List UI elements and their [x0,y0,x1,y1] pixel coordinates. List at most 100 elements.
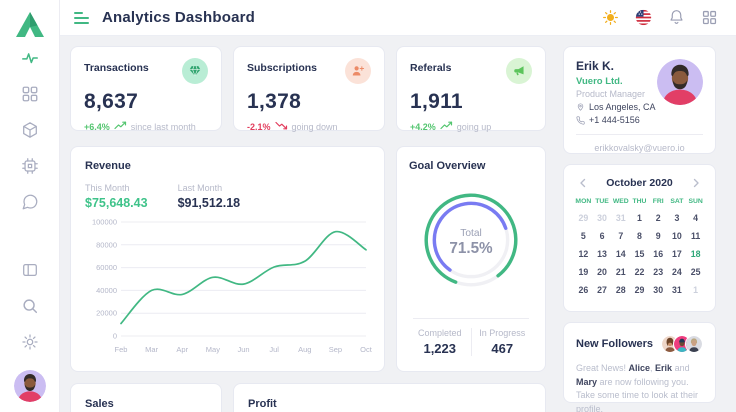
search-icon [21,297,39,320]
calendar-day[interactable]: 28 [615,285,626,295]
calendar-day[interactable]: 26 [578,285,589,295]
calendar-day-selected[interactable]: 18 [690,249,701,259]
vuero-logo[interactable] [13,8,47,42]
follower-avatar-stack [661,335,703,353]
layout-icon [21,261,39,284]
revenue-card: Revenue This Month $75,648.43 Last Month… [70,146,385,372]
x-tick-label: Mar [145,345,158,354]
us-flag-icon[interactable] [634,9,652,27]
this-month-label: This Month [85,183,130,193]
sidebar-item-activity[interactable] [12,42,48,78]
sidebar-item-settings[interactable] [12,326,48,362]
profile-avatar[interactable] [657,59,703,105]
calendar-day[interactable]: 31 [672,285,682,295]
bell-icon[interactable] [667,9,685,27]
calendar-day[interactable]: 24 [672,267,682,277]
y-tick-label: 100000 [92,218,117,227]
calendar-day[interactable]: 16 [653,249,664,259]
calendar-day[interactable]: 5 [580,231,586,241]
profile-company[interactable]: Vuero Ltd. [576,76,623,87]
stat-delta: +4.2% [410,121,436,132]
calendar-day[interactable]: 4 [693,213,699,223]
x-tick-label: Feb [115,345,128,354]
completed-value: 1,223 [423,341,457,356]
calendar-weekday: MON [575,198,592,205]
follower-name: Mary [576,376,598,387]
top-header: Analytics Dashboard [60,0,736,36]
new-followers-card: New Followers Great News! Alice, Erik an… [563,322,716,412]
last-month-value: $91,512.18 [177,196,241,210]
calendar-day[interactable]: 10 [672,231,682,241]
calendar-day[interactable]: 17 [672,249,682,259]
calendar-weekday: FRI [652,198,664,205]
chevron-left-icon[interactable] [576,176,590,190]
profile-phone: +1 444-5156 [589,115,640,125]
gauge-arc-completed [424,193,518,287]
calendar-day[interactable]: 1 [693,285,699,295]
calendar-day[interactable]: 7 [618,231,624,241]
follower-name: Erik [655,363,673,373]
calendar-day[interactable]: 21 [615,267,626,277]
stat-note: since last month [130,121,196,132]
calendar-day[interactable]: 1 [637,213,642,223]
profit-title: Profit [248,398,277,410]
calendar-day[interactable]: 8 [637,231,642,241]
calendar-day[interactable]: 31 [615,213,626,223]
stat-label: Subscriptions [247,62,318,74]
sidebar-item-panels[interactable] [12,254,48,290]
subscriptions-card: Subscriptions 1,378 -2.1% going down [233,46,385,132]
stat-label: Transactions [84,62,149,74]
calendar-day[interactable]: 30 [597,213,607,223]
profile-email[interactable]: erikkovalsky@vuero.io [594,143,685,153]
sidebar-item-elements[interactable] [12,150,48,186]
x-tick-label: Oct [360,345,372,354]
calendar-day[interactable]: 23 [653,267,664,277]
calendar-day[interactable]: 9 [655,231,661,241]
page-title: Analytics Dashboard [102,9,256,26]
x-tick-label: Sep [329,345,342,354]
calendar-day[interactable]: 20 [597,267,607,277]
calendar-day[interactable]: 2 [655,213,661,223]
calendar-day[interactable]: 14 [615,249,626,259]
sun-icon[interactable] [601,9,619,27]
sidebar-item-messages[interactable] [12,186,48,222]
calendar-day[interactable]: 29 [578,213,589,223]
calendar-day[interactable]: 27 [597,285,607,295]
stat-delta: +6.4% [84,121,110,132]
sidebar-item-search[interactable] [12,290,48,326]
trend-down-icon [274,121,288,132]
cpu-icon [21,157,39,180]
stat-label: Referals [410,62,452,74]
chat-icon [21,193,39,216]
calendar-day[interactable]: 30 [653,285,664,295]
mary-avatar[interactable] [685,335,703,353]
revenue-title: Revenue [85,160,131,172]
revenue-line-chart: 0 20000 40000 60000 80000 100000 Feb Mar Apr May J… [92,218,373,355]
sidebar-item-components[interactable] [12,114,48,150]
divider [413,318,529,319]
x-tick-label: Aug [298,345,311,354]
calendar-day[interactable]: 15 [634,249,645,259]
transactions-card: Transactions 8,637 +6.4% since last mont… [70,46,222,132]
calendar-day[interactable]: 22 [634,267,645,277]
calendar-day[interactable]: 3 [674,213,680,223]
gear-icon [21,333,39,356]
menu-toggle-icon[interactable] [74,11,90,24]
chevron-right-icon[interactable] [689,176,703,190]
calendar-day[interactable]: 25 [690,267,701,277]
calendar-day[interactable]: 13 [597,249,607,259]
calendar-day[interactable]: 29 [634,285,645,295]
y-tick-label: 20000 [96,309,117,318]
y-tick-label: 0 [113,332,117,341]
goal-gauge-chart: Total 71.5% [424,193,518,287]
apps-grid-icon[interactable] [700,9,718,27]
calendar-day[interactable]: 12 [578,249,589,259]
calendar-day[interactable]: 6 [599,231,605,241]
calendar-day[interactable]: 19 [578,267,589,277]
sidebar-item-dashboards[interactable] [12,78,48,114]
message-text: Great News! [576,363,629,373]
calendar-weekday: SAT [670,198,684,205]
calendar-day[interactable]: 11 [690,231,701,241]
profile-role: Product Manager [576,89,646,99]
sidebar-user-avatar[interactable] [13,370,46,402]
